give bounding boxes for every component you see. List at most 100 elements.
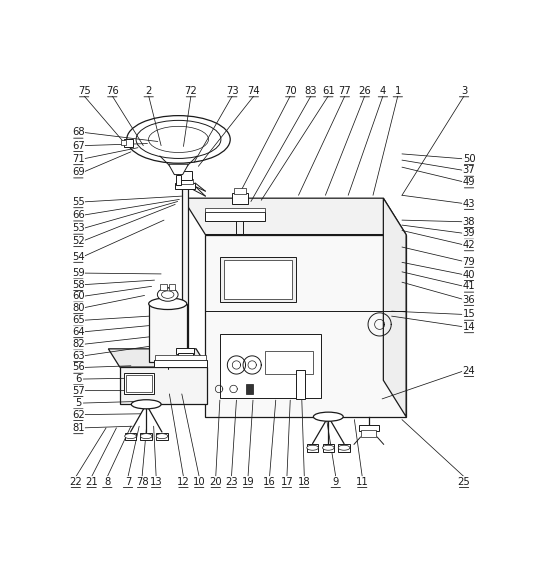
Text: 69: 69	[72, 167, 85, 177]
Text: 63: 63	[72, 351, 85, 361]
Bar	[160, 284, 167, 290]
Text: 17: 17	[280, 477, 293, 486]
Ellipse shape	[131, 400, 161, 409]
Text: 57: 57	[72, 386, 85, 396]
Text: 43: 43	[463, 198, 475, 209]
Bar	[224, 260, 292, 299]
Text: 6: 6	[75, 374, 82, 384]
Text: 15: 15	[462, 310, 475, 319]
Bar	[176, 348, 194, 354]
Polygon shape	[169, 164, 189, 175]
Bar	[155, 356, 206, 359]
Bar	[220, 334, 321, 398]
Text: 20: 20	[209, 477, 222, 486]
Text: 19: 19	[242, 477, 254, 486]
Bar	[124, 373, 154, 394]
Bar	[177, 179, 193, 184]
Text: 70: 70	[284, 86, 296, 96]
Bar	[175, 183, 195, 189]
Text: 64: 64	[72, 327, 85, 337]
Polygon shape	[383, 198, 406, 417]
Text: 75: 75	[78, 86, 90, 96]
Bar	[125, 375, 152, 392]
Text: 40: 40	[463, 270, 475, 280]
Text: 77: 77	[339, 86, 351, 96]
Text: 24: 24	[462, 366, 475, 376]
Ellipse shape	[140, 434, 152, 439]
Text: 26: 26	[358, 86, 371, 96]
Text: 3: 3	[461, 86, 467, 96]
Text: 4: 4	[380, 86, 386, 96]
Text: 41: 41	[462, 281, 475, 291]
Text: 1: 1	[395, 86, 401, 96]
Polygon shape	[108, 349, 208, 367]
Text: 39: 39	[462, 229, 475, 238]
Bar	[220, 256, 296, 302]
Bar	[176, 175, 180, 185]
Text: 76: 76	[106, 86, 119, 96]
Text: 83: 83	[305, 86, 317, 96]
Ellipse shape	[323, 445, 334, 450]
Text: 5: 5	[75, 398, 82, 408]
Text: 74: 74	[247, 86, 260, 96]
Text: 55: 55	[72, 197, 85, 207]
Text: 10: 10	[193, 477, 206, 486]
Text: 22: 22	[69, 477, 82, 486]
Ellipse shape	[307, 445, 318, 450]
Text: 23: 23	[225, 477, 238, 486]
Text: 65: 65	[72, 315, 85, 325]
Text: 67: 67	[72, 141, 85, 151]
Text: 42: 42	[462, 240, 475, 250]
Bar	[338, 445, 350, 452]
Text: 81: 81	[72, 423, 85, 433]
Text: 68: 68	[72, 128, 85, 137]
Text: 14: 14	[462, 322, 475, 332]
Text: 2: 2	[145, 86, 152, 96]
Text: 80: 80	[72, 303, 84, 313]
Text: 82: 82	[72, 339, 85, 349]
Text: 7: 7	[125, 477, 131, 486]
Bar	[178, 171, 192, 180]
Bar	[124, 138, 133, 147]
Bar	[178, 353, 193, 360]
Bar	[296, 370, 305, 399]
Text: 79: 79	[462, 256, 475, 266]
Text: 53: 53	[72, 223, 85, 234]
Ellipse shape	[148, 298, 187, 310]
Bar	[120, 367, 207, 404]
Text: 36: 36	[462, 295, 475, 304]
Bar	[358, 425, 379, 431]
Ellipse shape	[338, 445, 350, 450]
Ellipse shape	[156, 434, 168, 439]
Text: 9: 9	[333, 477, 339, 486]
Bar	[148, 304, 187, 362]
Bar	[206, 235, 406, 417]
Text: 62: 62	[72, 409, 85, 420]
Text: 56: 56	[72, 362, 85, 373]
Text: 61: 61	[322, 86, 335, 96]
Text: 49: 49	[462, 177, 475, 187]
Bar	[121, 140, 125, 145]
Bar	[206, 208, 265, 212]
Text: 71: 71	[72, 154, 85, 164]
Text: 66: 66	[72, 210, 85, 220]
Text: 60: 60	[72, 291, 85, 301]
Text: 25: 25	[458, 477, 470, 486]
Bar	[232, 193, 248, 204]
Bar	[265, 352, 313, 374]
Bar	[156, 433, 168, 441]
Text: 16: 16	[263, 477, 276, 486]
Bar	[169, 284, 175, 290]
Text: 11: 11	[356, 477, 368, 486]
Bar	[323, 445, 334, 452]
Text: 58: 58	[72, 280, 85, 290]
Text: 21: 21	[85, 477, 98, 486]
Text: 59: 59	[72, 268, 85, 278]
Bar	[124, 433, 136, 441]
Bar	[182, 187, 189, 353]
Text: 78: 78	[136, 477, 148, 486]
Bar	[234, 188, 246, 194]
Text: 18: 18	[298, 477, 311, 486]
Text: 38: 38	[463, 217, 475, 227]
Bar	[206, 212, 265, 221]
